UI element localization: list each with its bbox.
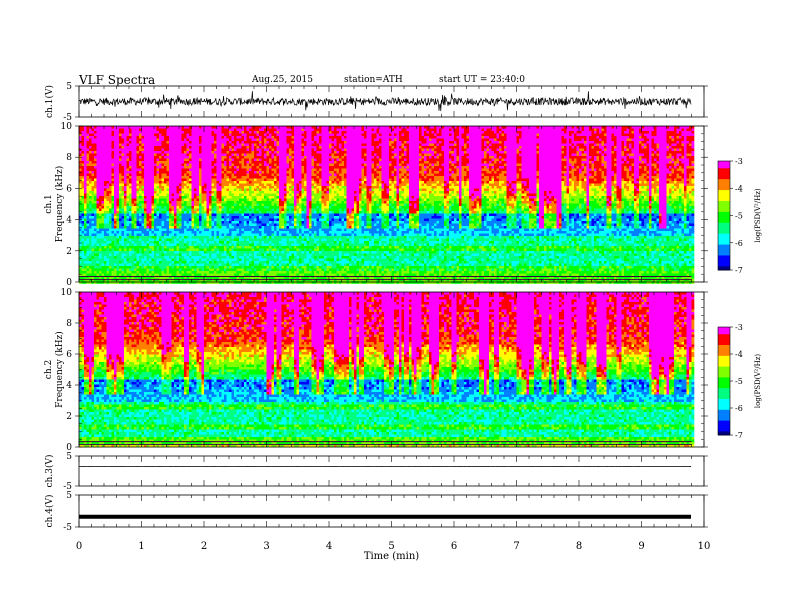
ch3-waveform-ylabel: ch.3(V) — [44, 455, 55, 488]
colorbar-tick-label: -7 — [735, 266, 743, 275]
y-tick-label: 2 — [66, 412, 72, 422]
colorbar-tick-label: -3 — [735, 323, 743, 332]
colorbar-tick-label: -4 — [735, 350, 743, 359]
y-tick-label: 4 — [66, 216, 72, 226]
ch2-spectrogram-ylabel: Frequency (kHz) — [54, 331, 65, 408]
colorbar-tick-label: -6 — [735, 404, 743, 413]
ch1-spectrogram-colorbar-label: log(PSD(V²/Hz) — [754, 188, 762, 243]
x-axis-label: Time (min) — [364, 551, 419, 562]
y-tick-label: 6 — [66, 184, 72, 194]
x-tick-label: 3 — [263, 541, 269, 552]
colorbar-tick-label: -6 — [735, 239, 743, 248]
colorbar-tick-label: -3 — [735, 157, 743, 166]
x-tick-label: 7 — [513, 541, 519, 552]
y-tick-label: 8 — [66, 319, 72, 329]
x-tick-label: 4 — [326, 541, 332, 552]
y-tick-label: 10 — [61, 288, 73, 298]
y-tick-label: 5 — [66, 491, 72, 501]
y-tick-label: 2 — [66, 247, 72, 257]
figure-canvas: 5 -5 ch.1(V) -3 -4 -5 -6 -7 log(PSD(V²/Hz) 0 2 4 6 8 1… — [0, 0, 792, 612]
ch2-spectrogram-channel-label: ch.2 — [44, 360, 54, 379]
ch2-spectrogram-colorbar-label: log(PSD(V²/Hz) — [754, 354, 762, 409]
y-tick-label: 5 — [66, 452, 72, 462]
x-tick-label: 10 — [698, 541, 711, 552]
ch1-spectrogram-ylabel: Frequency (kHz) — [54, 166, 65, 243]
ch1-waveform-trace — [79, 91, 691, 111]
ch1-spectrogram-channel-label: ch.1 — [44, 194, 54, 213]
x-tick-label: 2 — [201, 541, 207, 552]
ch1-waveform-ylabel: ch.1(V) — [44, 85, 55, 118]
y-tick-label: 0 — [66, 278, 72, 288]
colorbar-tick-label: -7 — [735, 431, 743, 440]
x-tick-label: 6 — [451, 541, 457, 552]
ch1-spectrogram-image — [79, 126, 694, 284]
ch4-waveform-ylabel: ch.4(V) — [44, 495, 55, 528]
colorbar-tick-label: -5 — [735, 377, 743, 386]
colorbar-tick-label: -5 — [735, 212, 743, 221]
y-tick-label: -5 — [63, 523, 72, 533]
ch2-spectrogram-image — [79, 292, 694, 447]
x-tick-label: 8 — [576, 541, 582, 552]
y-tick-label: 5 — [66, 82, 72, 92]
y-tick-label: 6 — [66, 350, 72, 360]
y-tick-label: 4 — [66, 381, 72, 391]
y-tick-label: 8 — [66, 153, 72, 163]
x-tick-label: 9 — [638, 541, 644, 552]
y-tick-label: 10 — [61, 122, 73, 132]
colorbar-tick-label: -4 — [735, 184, 743, 193]
x-tick-label: 0 — [76, 541, 82, 552]
x-tick-label: 1 — [138, 541, 144, 552]
